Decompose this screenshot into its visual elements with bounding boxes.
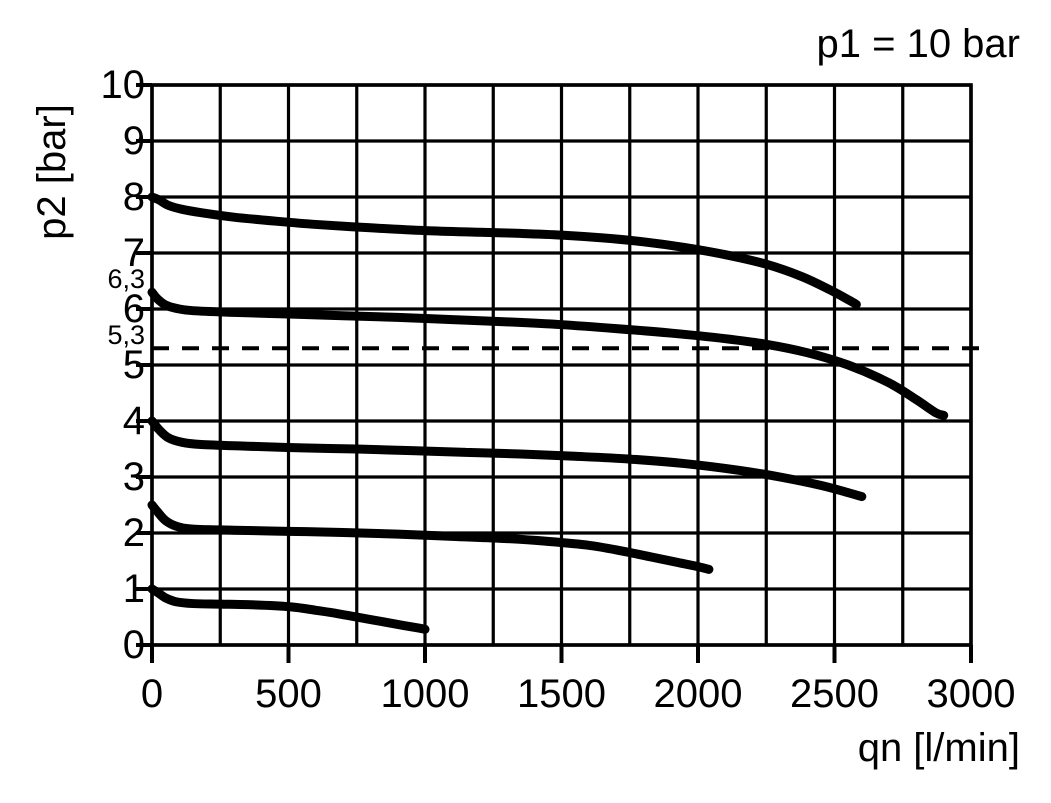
y-minor-label-6-3: 6,3: [107, 264, 145, 295]
curve-1: [147, 287, 949, 420]
y-tick-label-7: 7: [122, 231, 145, 275]
x-tick-label-1000: 1000: [380, 672, 470, 716]
x-tick-label-3000: 3000: [926, 672, 1016, 716]
x-tick-label-1500: 1500: [517, 672, 606, 716]
y-tick-label-0: 0: [122, 623, 145, 667]
x-tick-label-2500: 2500: [790, 672, 879, 716]
curve-0: [147, 192, 861, 310]
plot-frame: [150, 83, 973, 647]
x-tick-label-0: 0: [140, 672, 164, 716]
chart-title: p1 = 10 bar: [816, 22, 1021, 66]
y-tick-label-3: 3: [122, 455, 145, 499]
curve-series: [147, 192, 949, 634]
y-tick-label-1: 1: [122, 567, 145, 611]
y-tick-label-4: 4: [122, 399, 145, 443]
y-tick-label-2: 2: [122, 511, 145, 555]
y-axis-tick-labels: 0 1 2 3 4 5 6 7 8 9 10 6,3 5,3: [60, 0, 146, 803]
axis-ticks: [136, 83, 973, 663]
x-tick-label-2000: 2000: [653, 672, 743, 716]
y-minor-label-5-3: 5,3: [107, 320, 145, 351]
y-tick-label-9: 9: [122, 119, 145, 163]
frame-rect: [150, 83, 973, 647]
y-tick-label-6: 6: [122, 287, 145, 331]
curve-3: [147, 500, 714, 574]
y-tick-label-8: 8: [122, 175, 145, 219]
x-axis-label: qn [l/min]: [857, 726, 1020, 770]
curve-2: [147, 416, 867, 502]
x-tick-label-500: 500: [255, 672, 322, 716]
curve-4: [147, 584, 430, 634]
y-tick-label-5: 5: [122, 343, 145, 387]
